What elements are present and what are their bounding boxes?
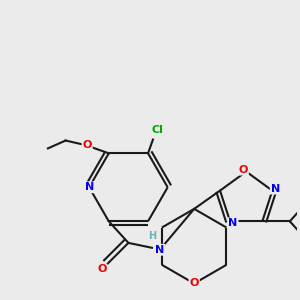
Text: O: O	[82, 140, 92, 150]
Text: O: O	[190, 278, 199, 289]
Text: N: N	[228, 218, 238, 228]
Text: N: N	[155, 245, 164, 255]
Text: O: O	[97, 264, 106, 274]
Text: H: H	[148, 231, 156, 241]
Text: N: N	[85, 182, 94, 192]
Text: Cl: Cl	[152, 125, 164, 135]
Text: N: N	[271, 184, 280, 194]
Text: O: O	[238, 165, 248, 175]
